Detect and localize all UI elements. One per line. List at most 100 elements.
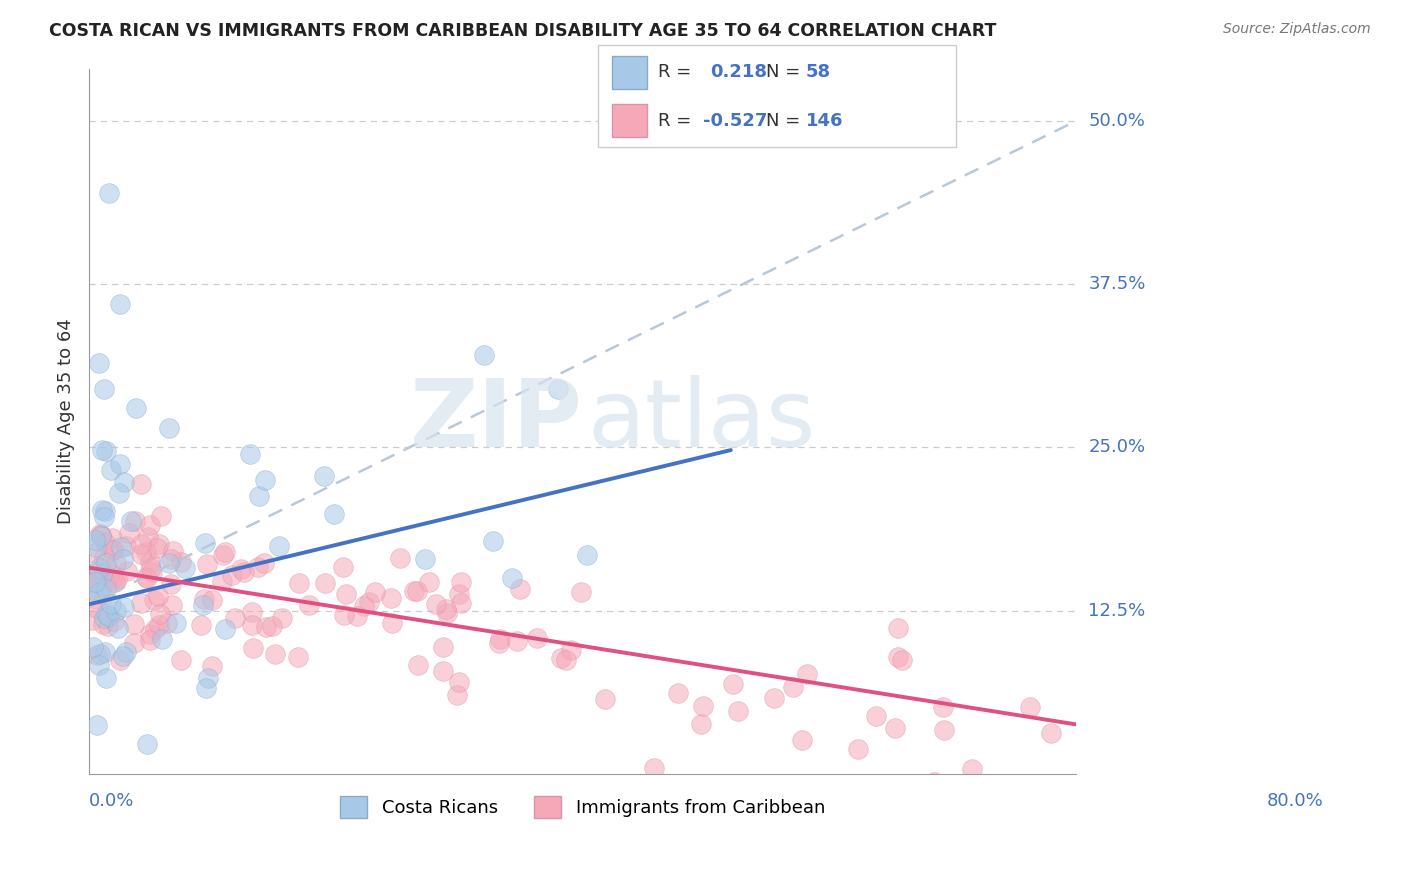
Text: 25.0%: 25.0% (1088, 439, 1146, 457)
Point (139, 633, 162, 648)
Point (141, 565, 163, 579)
Point (103, 543, 125, 558)
Point (569, 585, 592, 599)
Point (214, 623, 236, 637)
Point (100, 597, 122, 611)
Point (110, 540, 132, 554)
Point (240, 606, 263, 620)
Point (108, 296, 131, 310)
Point (796, 666, 818, 681)
Point (89, 657, 111, 672)
Point (84, 533, 107, 548)
Point (482, 533, 505, 548)
Point (100, 567, 122, 582)
Point (170, 653, 193, 667)
Point (94, 582, 117, 596)
Point (165, 616, 187, 631)
Point (94, 645, 117, 659)
Point (84, 591, 107, 606)
Point (190, 618, 212, 632)
Point (253, 473, 276, 487)
Point (247, 489, 270, 503)
Point (129, 596, 152, 610)
Point (593, 692, 616, 706)
Point (118, 526, 141, 541)
Point (89, 561, 111, 575)
Point (389, 551, 412, 566)
Point (489, 632, 512, 646)
Point (139, 561, 162, 575)
Point (115, 540, 138, 554)
Point (94, 556, 117, 570)
Point (692, 699, 714, 714)
Point (155, 616, 177, 631)
Point (297, 598, 319, 612)
Point (105, 572, 128, 586)
Text: 0.218: 0.218 (710, 63, 768, 81)
Point (120, 515, 142, 529)
Point (960, 762, 983, 776)
Point (194, 681, 217, 695)
Point (91, 617, 114, 632)
Point (105, 604, 128, 618)
Point (93, 510, 115, 524)
Point (472, 348, 495, 362)
Point (87, 586, 110, 600)
Point (157, 556, 180, 570)
Point (224, 611, 246, 625)
Point (934, 723, 956, 737)
Point (103, 574, 125, 589)
Point (381, 616, 404, 631)
Point (415, 551, 437, 566)
Point (191, 598, 214, 612)
Point (90, 529, 112, 543)
Point (94, 536, 117, 550)
Point (233, 565, 256, 579)
Point (139, 518, 162, 533)
Point (160, 552, 183, 566)
Point (550, 651, 572, 665)
Point (91, 567, 114, 582)
Point (505, 634, 527, 648)
Point (314, 575, 336, 590)
Point (115, 564, 138, 578)
Point (436, 606, 458, 620)
Point (129, 477, 152, 491)
Point (149, 607, 172, 622)
Point (169, 555, 191, 569)
Point (643, 761, 665, 775)
Point (723, 677, 745, 691)
Point (125, 401, 148, 416)
Point (97, 186, 120, 200)
Point (135, 545, 157, 559)
Point (488, 636, 510, 650)
Point (84, 546, 107, 560)
Point (129, 547, 152, 561)
Point (555, 653, 578, 667)
Point (312, 469, 335, 483)
Point (136, 738, 159, 752)
Text: -0.527: -0.527 (703, 112, 768, 129)
Point (136, 571, 159, 585)
Point (100, 572, 122, 586)
Point (238, 447, 260, 461)
Point (782, 681, 804, 695)
Point (149, 508, 172, 523)
Point (94, 504, 117, 518)
Point (201, 592, 224, 607)
Point (80, 613, 103, 627)
Point (108, 458, 131, 472)
Text: N =: N = (766, 63, 806, 81)
Point (83, 566, 105, 580)
Point (332, 559, 354, 574)
Point (86, 717, 108, 731)
Point (146, 541, 169, 555)
Point (865, 708, 887, 723)
Point (575, 548, 598, 562)
Point (91, 442, 114, 457)
Point (432, 664, 454, 678)
Point (193, 592, 215, 607)
Point (267, 540, 290, 554)
Text: 12.5%: 12.5% (1088, 602, 1146, 620)
Text: 37.5%: 37.5% (1088, 275, 1146, 293)
